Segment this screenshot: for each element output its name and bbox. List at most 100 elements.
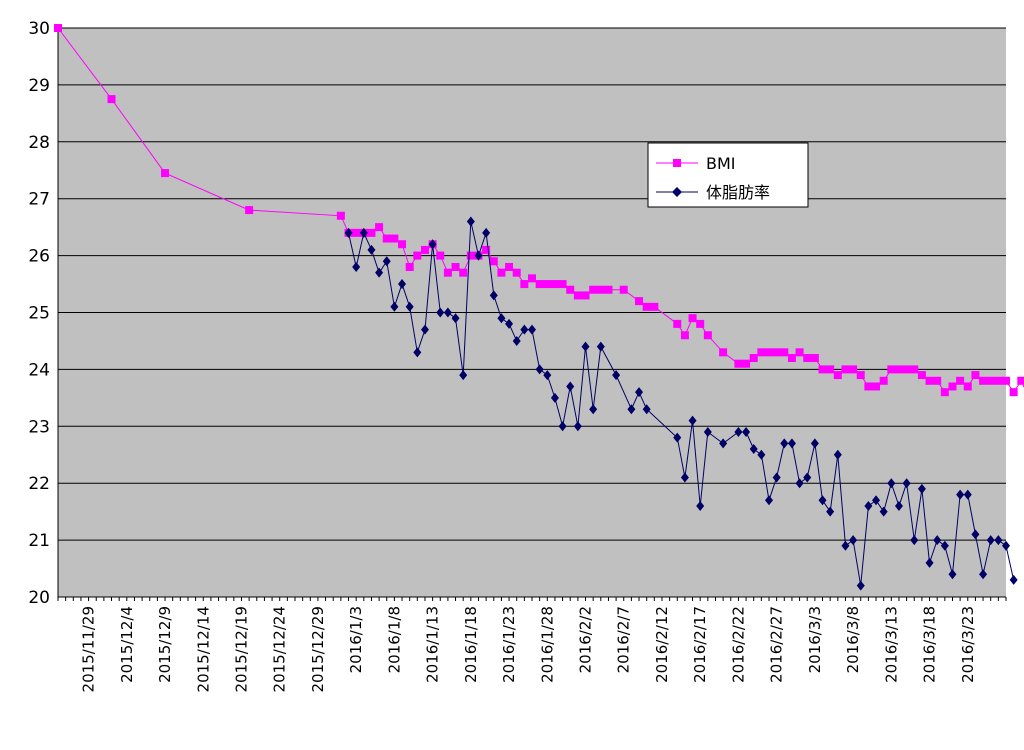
data-point [405,301,414,312]
data-point [505,262,514,271]
y-tick-labels: 20 21 22 23 24 25 26 27 28 29 30 [28,19,50,608]
data-point [696,500,705,511]
data-point [497,313,506,324]
data-point [894,365,903,374]
data-point [451,313,460,324]
x-tick-label: 2015/12/9 [156,606,174,683]
data-point [436,307,445,318]
data-point [864,382,873,391]
data-point [436,251,445,260]
data-point [749,444,758,455]
data-point [543,280,552,289]
data-point [535,280,544,289]
data-point [245,206,254,215]
data-point [826,365,835,374]
x-tick-label: 2015/11/29 [80,606,98,692]
data-point [864,500,873,511]
data-point [734,359,743,368]
data-point [841,540,850,551]
data-point [367,228,376,237]
data-point [459,370,468,381]
data-point [956,489,965,500]
data-point [558,421,567,432]
legend-label-bmi: BMI [706,154,736,173]
data-point [497,268,506,277]
data-point [971,371,980,380]
data-point [505,318,514,329]
data-point [680,472,689,483]
y-tick-label: 25 [28,304,50,324]
x-tick-label: 2016/2/22 [729,606,747,683]
x-tick-label: 2016/1/23 [500,606,518,683]
data-point [994,376,1003,385]
gridlines [58,27,1006,541]
data-point [459,268,468,277]
y-tick-label: 20 [28,588,50,608]
legend-label-body-fat: 体脂肪率 [706,183,770,202]
data-point [841,365,850,374]
data-point [818,495,827,506]
data-point [940,540,949,551]
series-layer [54,24,1024,591]
x-tick-label: 2016/2/7 [615,606,633,673]
data-point [558,280,567,289]
data-point [1017,376,1024,385]
data-point [719,438,728,449]
data-point [948,382,957,391]
data-point [979,569,988,580]
data-point [795,478,804,489]
data-point [803,472,812,483]
data-point [887,478,896,489]
x-tick-label: 2015/12/24 [271,606,289,692]
data-point [428,239,437,250]
data-point [596,285,605,294]
data-point [352,228,361,237]
data-point [703,331,712,340]
x-tick-label: 2016/3/13 [882,606,900,683]
data-point [566,381,575,392]
x-tick-label: 2016/3/8 [844,606,862,673]
data-point [107,95,116,104]
data-point [986,376,995,385]
data-point [757,348,766,357]
data-point [1009,388,1018,397]
data-point [902,478,911,489]
data-point [512,335,521,346]
data-point [390,301,399,312]
data-point [1002,540,1010,551]
data-point [780,438,789,449]
data-point [925,557,934,568]
data-point [742,426,751,437]
data-point [879,506,888,517]
data-point [375,223,384,232]
data-point [589,285,598,294]
data-point [772,472,781,483]
data-point [642,404,651,415]
data-point [482,227,491,238]
data-point [719,348,728,357]
data-point [581,291,590,300]
y-tick-label: 29 [28,76,50,96]
data-point [673,432,682,443]
data-point [703,426,712,437]
data-point [627,404,636,415]
y-tick-label: 26 [28,247,50,267]
data-point [596,341,605,352]
data-point [795,348,804,357]
series-1 [344,216,1018,591]
data-point [489,290,498,301]
y-tick-label: 27 [28,190,50,210]
x-tick-label: 2016/1/13 [424,606,442,683]
legend-marker-body-fat [672,187,682,197]
data-point [375,267,384,278]
data-point [550,392,559,403]
legend-box [647,142,809,208]
data-point [772,348,781,357]
data-point [925,376,934,385]
data-point [382,256,391,267]
y-tick-label: 24 [28,360,50,380]
data-point [619,285,628,294]
data-point [742,359,751,368]
data-point [780,348,789,357]
